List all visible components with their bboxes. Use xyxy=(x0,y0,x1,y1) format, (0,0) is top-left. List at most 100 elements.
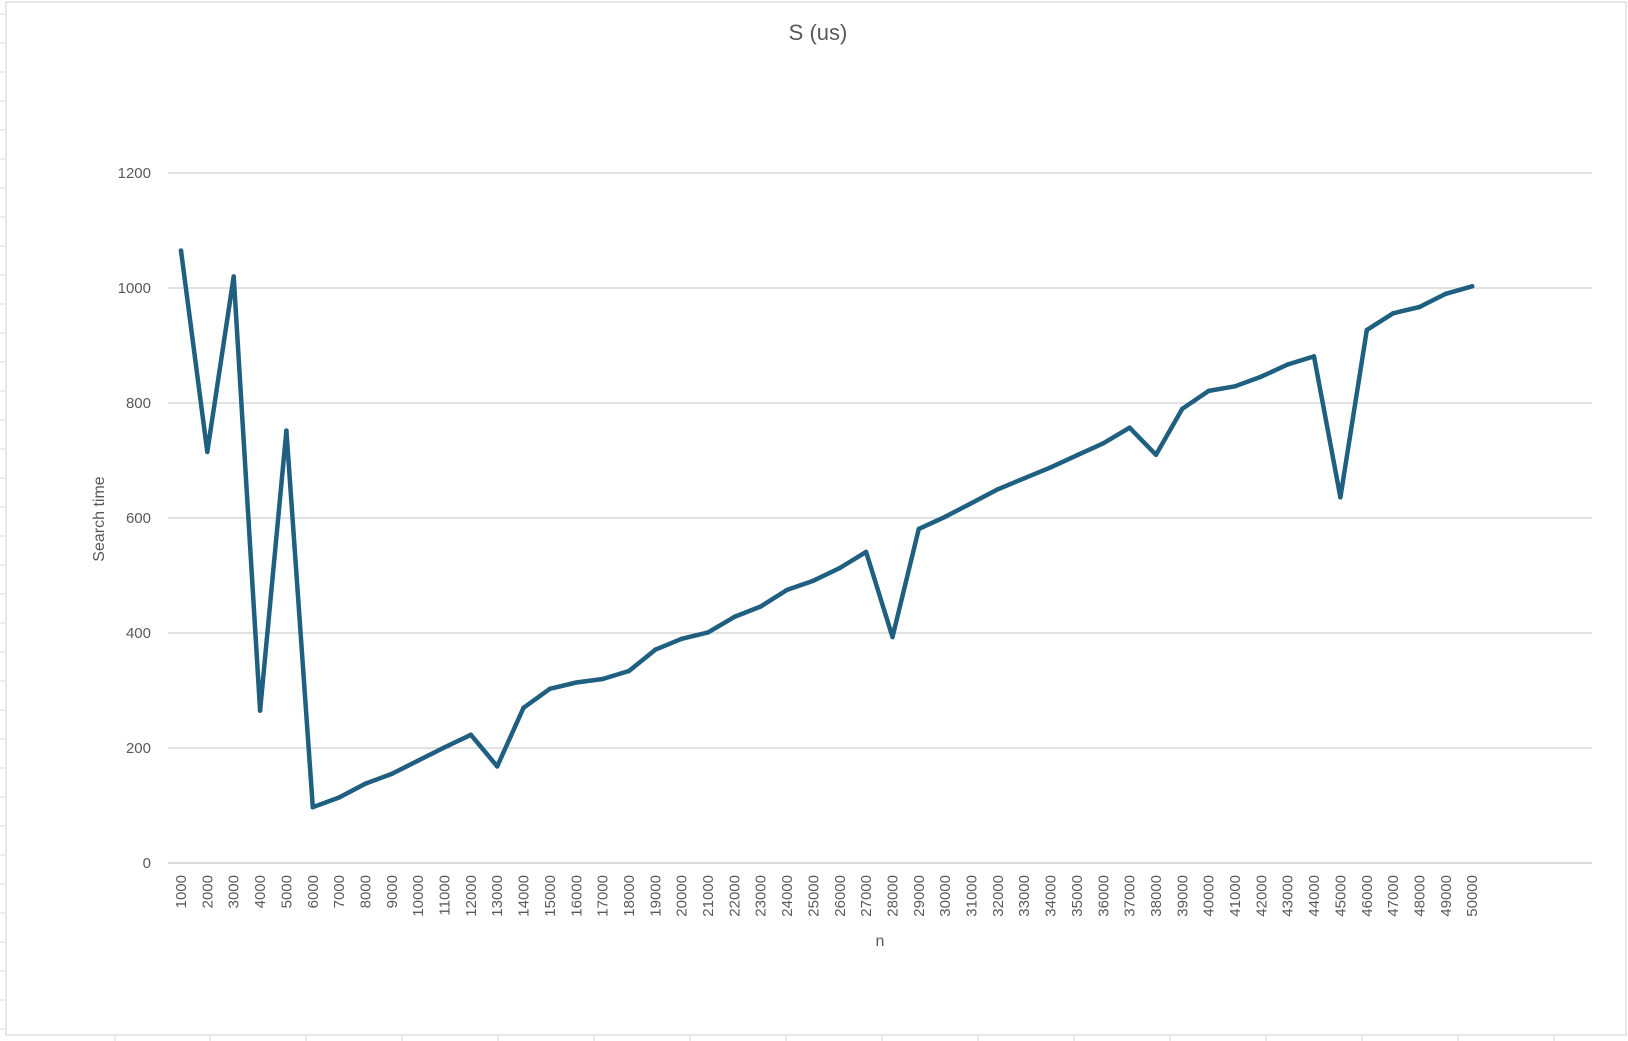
x-tick-label: 25000 xyxy=(805,875,822,917)
x-axis-title[interactable]: n xyxy=(876,933,885,950)
data-point[interactable] xyxy=(1469,284,1475,289)
data-point[interactable] xyxy=(916,526,922,532)
chart-title[interactable]: S (us) xyxy=(789,20,848,45)
chart-area-border[interactable] xyxy=(5,1,1627,1036)
x-tick-label: 44000 xyxy=(1306,875,1323,917)
data-point[interactable] xyxy=(1311,354,1317,359)
data-point[interactable] xyxy=(1180,406,1185,412)
data-point[interactable] xyxy=(705,630,711,635)
x-tick-label: 18000 xyxy=(621,875,638,917)
x-tick-label: 32000 xyxy=(990,875,1007,917)
y-axis-title[interactable]: Search time xyxy=(91,476,108,561)
data-point[interactable] xyxy=(1259,374,1264,379)
data-point[interactable] xyxy=(600,676,605,682)
data-point[interactable] xyxy=(995,487,1001,492)
x-tick-label: 12000 xyxy=(463,875,480,917)
data-point[interactable] xyxy=(1364,327,1370,333)
x-tick-label: 48000 xyxy=(1411,875,1428,917)
data-point[interactable] xyxy=(890,634,895,640)
data-point[interactable] xyxy=(837,565,843,571)
data-point[interactable] xyxy=(178,248,184,253)
x-tick-label: 45000 xyxy=(1332,875,1349,917)
data-point[interactable] xyxy=(336,795,342,800)
data-point[interactable] xyxy=(863,549,869,555)
data-point[interactable] xyxy=(547,686,553,692)
data-point[interactable] xyxy=(1285,362,1290,367)
x-tick-label: 3000 xyxy=(226,875,243,908)
data-point[interactable] xyxy=(626,668,632,674)
data-point[interactable] xyxy=(758,604,763,609)
x-tick-label: 4000 xyxy=(252,875,269,908)
x-tick-label: 28000 xyxy=(884,875,901,917)
data-point[interactable] xyxy=(494,764,500,769)
data-point[interactable] xyxy=(442,745,447,750)
x-tick-label: 47000 xyxy=(1385,875,1402,917)
x-tick-label: 23000 xyxy=(753,875,770,917)
data-point[interactable] xyxy=(415,758,421,763)
data-point[interactable] xyxy=(521,705,526,711)
y-tick-label: 600 xyxy=(126,510,151,527)
x-tick-label: 42000 xyxy=(1253,875,1270,917)
data-point[interactable] xyxy=(1048,465,1053,470)
data-point[interactable] xyxy=(231,274,236,279)
data-point[interactable] xyxy=(1443,291,1449,297)
x-tick-label: 1000 xyxy=(173,875,190,908)
x-tick-label: 37000 xyxy=(1122,875,1139,917)
series-layer xyxy=(178,248,1475,810)
data-point[interactable] xyxy=(284,428,289,433)
x-tick-label: 27000 xyxy=(858,875,875,917)
data-point[interactable] xyxy=(468,732,474,738)
data-point[interactable] xyxy=(205,449,210,455)
data-point[interactable] xyxy=(1338,495,1343,500)
x-tick-label: 29000 xyxy=(911,875,928,917)
x-tick-label: 49000 xyxy=(1438,875,1455,917)
y-tick-label: 400 xyxy=(126,625,151,642)
data-point[interactable] xyxy=(389,771,395,777)
data-point[interactable] xyxy=(942,514,948,520)
x-tick-label: 19000 xyxy=(647,875,664,917)
data-point[interactable] xyxy=(310,804,316,810)
x-tick-label: 31000 xyxy=(964,875,981,917)
data-point[interactable] xyxy=(969,500,974,506)
spreadsheet-cell-grid xyxy=(0,13,1555,1041)
x-tick-label: 22000 xyxy=(726,875,743,917)
x-tick-label: 20000 xyxy=(674,875,691,917)
x-tick-label: 26000 xyxy=(832,875,849,917)
x-tick-label: 21000 xyxy=(700,875,717,917)
y-tick-label: 0 xyxy=(143,855,151,872)
data-point[interactable] xyxy=(257,708,263,713)
x-tick-label: 50000 xyxy=(1464,875,1481,917)
y-tick-label: 800 xyxy=(126,395,151,412)
data-point[interactable] xyxy=(1232,384,1238,389)
series-line[interactable] xyxy=(178,248,1475,810)
data-point[interactable] xyxy=(784,587,790,593)
x-tick-label: 40000 xyxy=(1201,875,1218,917)
data-point[interactable] xyxy=(1390,311,1396,316)
data-point[interactable] xyxy=(653,647,658,652)
x-tick-label: 10000 xyxy=(410,875,427,917)
x-tick-label: 43000 xyxy=(1280,875,1297,917)
x-tick-labels: 1000 2000 3000 4000 5000 6000 7000 8000 9000 1000… xyxy=(173,875,1481,917)
data-point[interactable] xyxy=(732,614,737,620)
data-point[interactable] xyxy=(1153,452,1159,458)
data-point[interactable] xyxy=(679,636,684,642)
x-tick-label: 16000 xyxy=(568,875,585,917)
x-tick-label: 2000 xyxy=(199,875,216,908)
y-tick-label: 1000 xyxy=(118,280,151,297)
data-point[interactable] xyxy=(811,578,816,583)
x-tick-label: 8000 xyxy=(357,875,374,908)
x-tick-label: 7000 xyxy=(331,875,348,908)
x-tick-label: 17000 xyxy=(595,875,612,917)
data-point[interactable] xyxy=(574,680,579,685)
x-tick-label: 15000 xyxy=(542,875,559,917)
data-point[interactable] xyxy=(1127,425,1132,430)
data-point[interactable] xyxy=(1021,476,1027,481)
data-point[interactable] xyxy=(1074,453,1080,458)
data-point[interactable] xyxy=(1206,388,1211,394)
data-point[interactable] xyxy=(1417,304,1422,310)
x-tick-label: 34000 xyxy=(1043,875,1060,917)
data-point[interactable] xyxy=(363,781,368,786)
data-point[interactable] xyxy=(1101,441,1106,446)
